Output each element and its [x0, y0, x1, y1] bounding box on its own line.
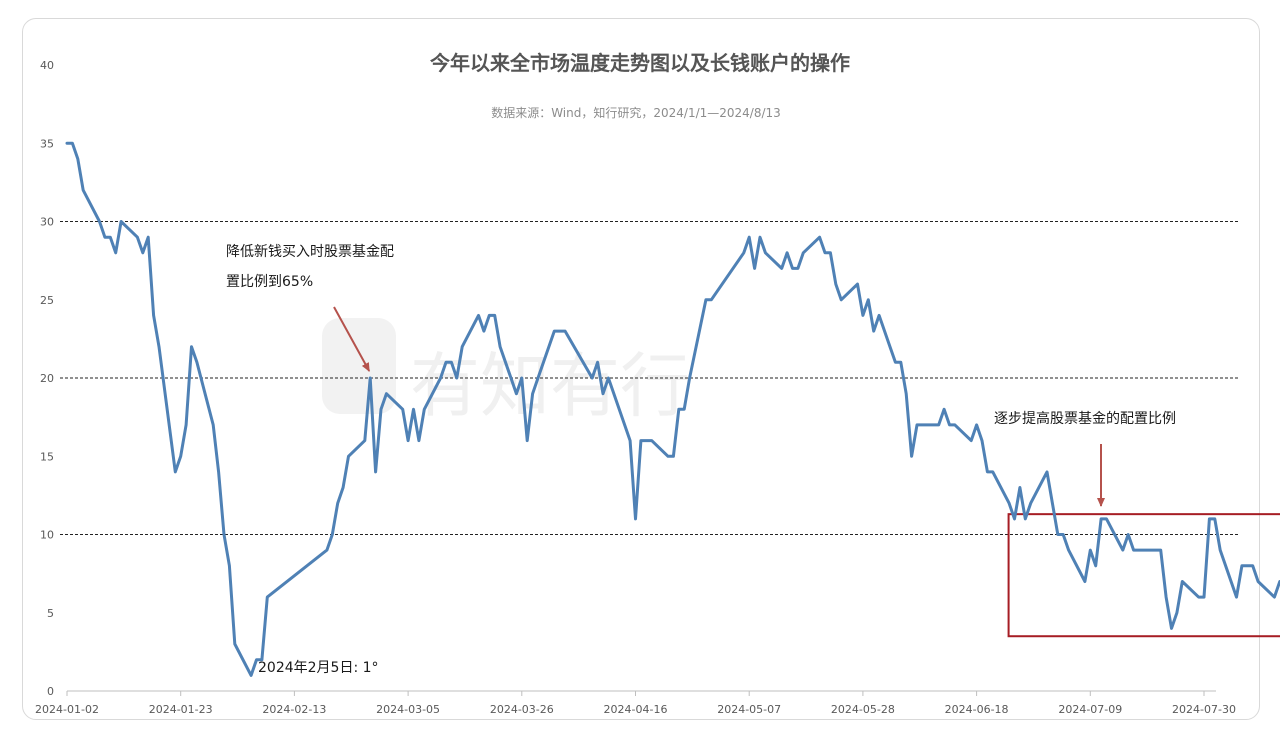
y-tick-label: 5 [47, 607, 54, 620]
y-tick-label: 30 [40, 216, 54, 229]
watermark-logo [322, 318, 396, 414]
temperature-series-line [65, 141, 1280, 677]
x-tick-label: 2024-04-16 [604, 703, 668, 716]
x-tick-label: 2024-03-26 [490, 703, 554, 716]
y-tick-label: 15 [40, 450, 54, 463]
chart-frame [22, 18, 1260, 720]
x-tick-label: 2024-02-13 [262, 703, 326, 716]
annotation-text: 逐步提高股票基金的配置比例 [994, 410, 1176, 427]
y-tick-label: 35 [40, 137, 54, 150]
x-tick-label: 2024-01-02 [35, 703, 99, 716]
chart-title: 今年以来全市场温度走势图以及长钱账户的操作 [430, 51, 850, 75]
watermark-text: 有知有行 [410, 345, 690, 427]
x-tick-label: 2024-01-23 [149, 703, 213, 716]
x-tick-label: 2024-03-05 [376, 703, 440, 716]
x-tick-label: 2024-05-28 [831, 703, 895, 716]
y-tick-label: 40 [40, 59, 54, 72]
x-tick-label: 2024-07-09 [1058, 703, 1122, 716]
y-tick-label: 0 [47, 685, 54, 698]
y-tick-label: 25 [40, 294, 54, 307]
y-tick-label: 10 [40, 529, 54, 542]
annotation-text: 2024年2月5日: 1° [258, 660, 379, 676]
annotation-text: 降低新钱买入时股票基金配 [226, 243, 394, 260]
annotation-text: 置比例到65% [226, 274, 313, 290]
y-tick-label: 20 [40, 372, 54, 385]
x-tick-label: 2024-06-18 [945, 703, 1009, 716]
x-tick-label: 2024-05-07 [717, 703, 781, 716]
highlight-box [1007, 513, 1280, 638]
annotation-arrow [333, 306, 371, 372]
chart-subtitle: 数据来源：Wind，知行研究，2024/1/1—2024/8/13 [491, 105, 781, 120]
x-tick-label: 2024-07-30 [1172, 703, 1236, 716]
